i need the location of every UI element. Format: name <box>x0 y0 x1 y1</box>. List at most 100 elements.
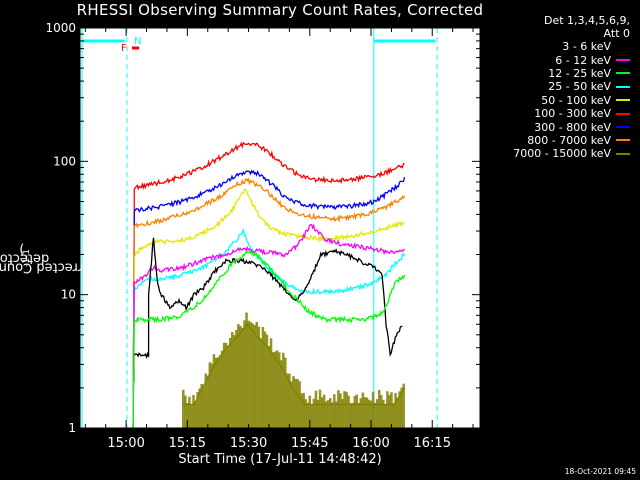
legend-swatch <box>616 126 630 129</box>
legend-item: 800 - 7000 keV <box>480 134 640 147</box>
high-energy-block <box>259 338 263 428</box>
high-energy-block <box>363 397 367 428</box>
legend-header-line1: Det 1,3,4,5,6,9, <box>543 14 630 27</box>
legend-item-label: 800 - 7000 keV <box>527 133 611 147</box>
x-axis-label: Start Time (17-Jul-11 14:48:42) <box>178 452 382 467</box>
high-energy-block <box>216 357 220 428</box>
high-energy-block <box>282 352 285 428</box>
high-energy-block <box>284 357 287 428</box>
y-tick-label: 100 <box>53 154 76 168</box>
x-tick-label: 15:15 <box>169 436 206 451</box>
legend-swatch <box>616 99 630 102</box>
high-energy-block <box>322 394 326 428</box>
high-energy-block <box>306 402 310 428</box>
high-energy-block <box>292 376 295 428</box>
legend-item: 6 - 12 keV <box>480 53 640 67</box>
high-energy-block <box>398 391 401 428</box>
high-energy-block <box>296 379 299 428</box>
high-energy-block <box>182 389 185 428</box>
high-energy-block <box>390 392 393 428</box>
high-energy-block <box>308 395 312 428</box>
high-energy-block <box>388 394 391 428</box>
high-energy-block <box>214 357 218 428</box>
high-energy-block <box>235 330 238 428</box>
high-energy-block <box>255 321 259 428</box>
high-energy-block <box>341 399 344 428</box>
high-energy-block <box>265 334 269 428</box>
high-energy-block <box>194 400 197 428</box>
high-energy-block <box>343 391 346 428</box>
high-energy-block <box>251 323 254 428</box>
high-energy-block <box>400 387 403 428</box>
high-energy-block <box>312 398 316 428</box>
high-energy-block <box>241 327 244 428</box>
series-line-0 <box>132 141 405 429</box>
high-energy-block <box>384 403 387 428</box>
high-energy-block <box>184 395 187 428</box>
flag-N-label: N <box>134 36 141 47</box>
high-energy-block <box>200 383 203 428</box>
high-energy-block <box>208 362 212 428</box>
high-energy-block <box>267 345 271 428</box>
legend-items: 3 - 6 keV 6 - 12 keV 12 - 25 keV 25 - 50 ke… <box>480 40 640 161</box>
legend: Det 1,3,4,5,6,9, Att 0 3 - 6 keV 6 - 12 k… <box>480 14 640 161</box>
high-energy-block <box>204 373 207 428</box>
legend-item: 25 - 50 keV <box>480 80 640 93</box>
legend-swatch <box>616 152 630 155</box>
high-energy-block <box>290 381 293 428</box>
high-energy-block <box>318 389 322 428</box>
series-line-1 <box>132 169 406 429</box>
series-line-4 <box>132 228 406 429</box>
legend-item-label: 25 - 50 keV <box>548 80 611 94</box>
legend-header-line2: Att 0 <box>603 27 630 40</box>
high-energy-block <box>351 402 354 428</box>
high-energy-block <box>359 398 363 428</box>
footer-timestamp: 18-Oct-2021 09:45 <box>564 467 636 476</box>
high-energy-block <box>339 393 342 428</box>
high-energy-block <box>333 394 336 428</box>
high-energy-block <box>316 399 320 428</box>
y-tick-label: 1000 <box>45 21 76 35</box>
high-energy-block <box>247 320 250 428</box>
high-energy-block <box>345 391 348 428</box>
high-energy-block <box>263 331 267 428</box>
high-energy-block <box>300 393 303 428</box>
high-energy-block <box>365 397 369 428</box>
series-line-5 <box>132 223 405 429</box>
high-energy-block <box>192 395 195 428</box>
high-energy-block <box>206 375 210 428</box>
high-energy-block <box>243 320 246 428</box>
high-energy-block <box>392 403 395 428</box>
legend-item-label: 3 - 6 keV <box>562 40 611 54</box>
high-energy-block <box>190 403 193 428</box>
high-energy-block <box>382 399 385 428</box>
high-energy-block <box>380 395 383 428</box>
high-energy-block <box>326 400 330 428</box>
high-energy-block <box>245 312 248 428</box>
high-energy-block <box>369 400 373 428</box>
high-energy-block <box>373 402 377 428</box>
high-energy-block <box>298 381 301 428</box>
high-energy-block <box>269 338 273 428</box>
high-energy-block <box>188 396 191 428</box>
high-energy-block <box>186 403 189 428</box>
high-energy-block <box>261 326 265 428</box>
flag-F-label: F <box>121 43 127 54</box>
high-energy-block <box>314 390 318 428</box>
legend-item-label: 100 - 300 keV <box>534 107 611 121</box>
x-tick-label: 16:15 <box>414 436 451 451</box>
legend-item-label: 6 - 12 keV <box>555 53 611 67</box>
high-energy-block <box>320 397 324 428</box>
high-energy-block <box>280 360 283 428</box>
legend-swatch <box>616 45 630 48</box>
high-energy-block <box>224 342 228 428</box>
legend-swatch <box>616 112 630 115</box>
high-energy-block <box>302 392 305 428</box>
high-energy-block <box>196 392 199 428</box>
high-energy-block <box>257 326 261 428</box>
high-energy-block <box>210 363 214 428</box>
high-energy-block <box>377 389 381 428</box>
y-tick-label: 1 <box>68 421 76 435</box>
high-energy-block <box>228 337 232 428</box>
